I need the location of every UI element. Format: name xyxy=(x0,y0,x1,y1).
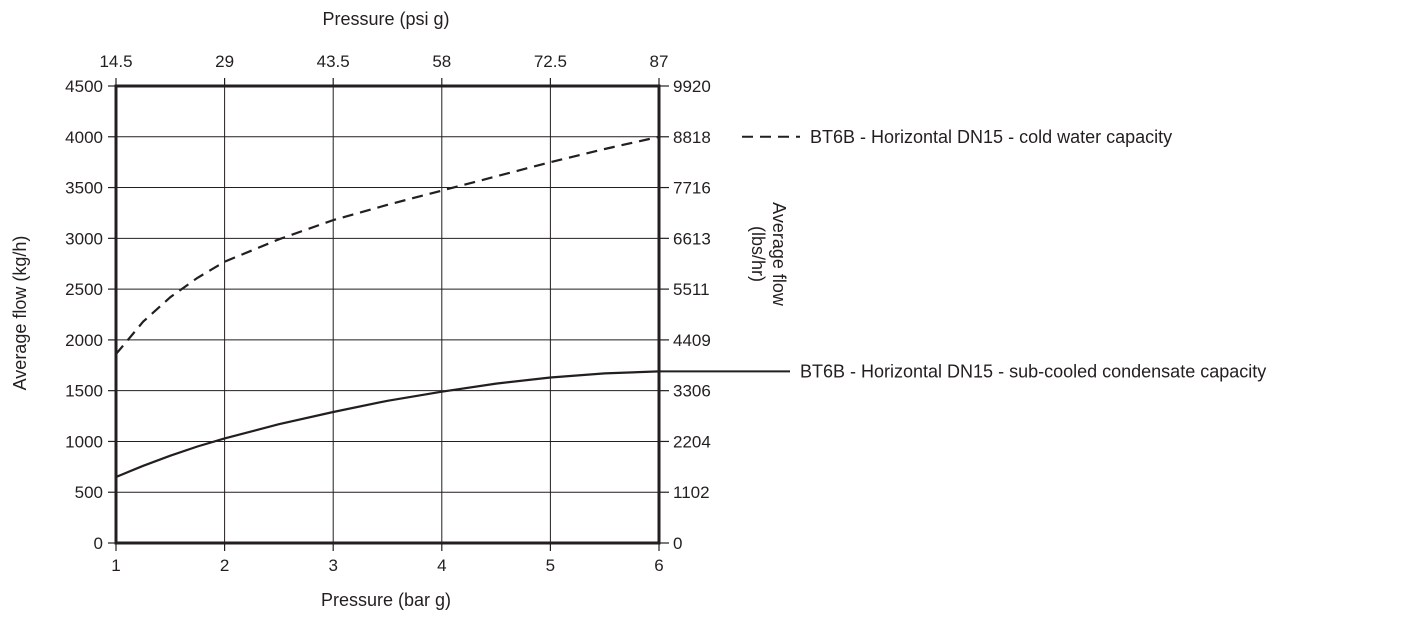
tick-marks xyxy=(108,78,669,551)
y-axis-title: Average flow (kg/h) xyxy=(10,236,30,391)
x2-tick-label: 29 xyxy=(215,52,234,71)
series-line-cold-water xyxy=(115,135,660,355)
x-tick-label: 2 xyxy=(220,556,229,575)
y2-tick-label: 0 xyxy=(673,534,682,553)
y-tick-label: 2500 xyxy=(65,280,103,299)
y-tick-label: 500 xyxy=(75,483,103,502)
y-tick-label: 2000 xyxy=(65,331,103,350)
series-line-sub-cooled-condensate xyxy=(115,370,660,479)
x-tick-label: 4 xyxy=(437,556,446,575)
legend-label-cold-water: BT6B - Horizontal DN15 - cold water capa… xyxy=(810,127,1172,147)
plot-frame xyxy=(114,84,661,545)
y2-tick-label: 8818 xyxy=(673,128,711,147)
x2-tick-label: 58 xyxy=(432,52,451,71)
y2-tick-label: 6613 xyxy=(673,229,711,248)
y-tick-label: 3500 xyxy=(65,179,103,198)
y2-axis-title-line1: Average flow xyxy=(769,202,789,307)
y2-tick-label: 7716 xyxy=(673,179,711,198)
legend-label-sub-cooled-condensate: BT6B - Horizontal DN15 - sub-cooled cond… xyxy=(800,361,1266,381)
y2-tick-label: 5511 xyxy=(673,280,710,299)
grid-lines xyxy=(116,86,659,543)
y2-tick-label: 3306 xyxy=(673,382,711,401)
y-tick-label: 4500 xyxy=(65,77,103,96)
x-axis-title: Pressure (bar g) xyxy=(321,590,451,610)
x-tick-label: 6 xyxy=(654,556,663,575)
x2-axis-title: Pressure (psi g) xyxy=(322,9,449,29)
y2-tick-label: 4409 xyxy=(673,331,711,350)
x2-tick-label: 14.5 xyxy=(99,52,132,71)
y-tick-label: 1500 xyxy=(65,382,103,401)
y2-tick-label: 9920 xyxy=(673,77,711,96)
y-tick-label: 1000 xyxy=(65,432,103,451)
x-tick-label: 5 xyxy=(546,556,555,575)
y-tick-label: 4000 xyxy=(65,128,103,147)
series-lines xyxy=(115,135,660,479)
legend: BT6B - Horizontal DN15 - cold water capa… xyxy=(659,127,1266,381)
x-tick-label: 3 xyxy=(328,556,337,575)
x2-tick-label: 87 xyxy=(650,52,669,71)
y2-tick-label: 1102 xyxy=(673,483,710,502)
y2-tick-label: 2204 xyxy=(673,432,711,451)
y-tick-label: 0 xyxy=(94,534,103,553)
x-tick-label: 1 xyxy=(111,556,120,575)
x2-tick-label: 72.5 xyxy=(534,52,567,71)
tick-labels: 1 2 3 4 5 6 14.5 29 43.5 58 72.5 87 0 500 1000 1500 2000… xyxy=(65,52,711,575)
x2-tick-label: 43.5 xyxy=(317,52,350,71)
y-tick-label: 3000 xyxy=(65,229,103,248)
y2-axis-title-line2: (lbs/hr) xyxy=(748,226,768,282)
plot-frame-border xyxy=(114,84,661,545)
